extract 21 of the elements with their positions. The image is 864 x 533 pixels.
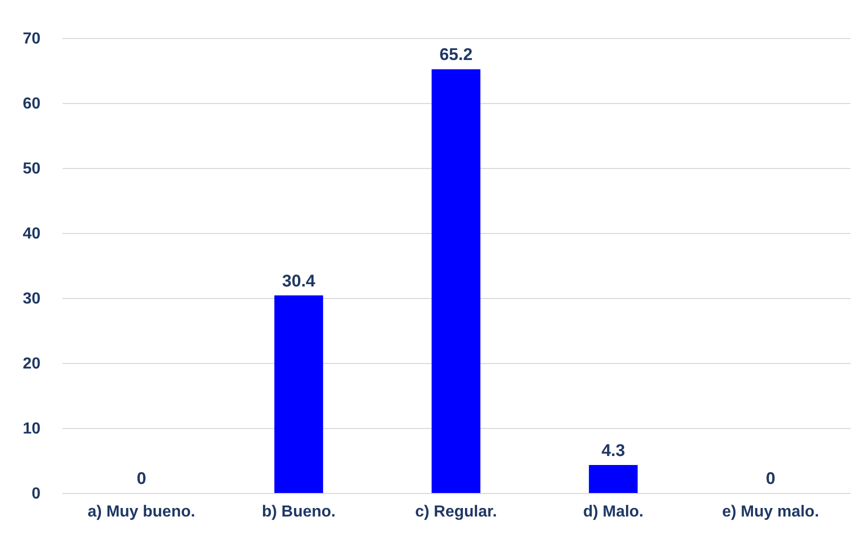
x-tick-label: b) Bueno. xyxy=(262,504,336,520)
data-label: 65.2 xyxy=(439,45,473,64)
data-label: 0 xyxy=(766,469,776,488)
data-label: 30.4 xyxy=(282,271,316,290)
x-tick-label: d) Malo. xyxy=(583,504,644,520)
y-tick-label: 20 xyxy=(22,356,41,372)
bar xyxy=(274,295,324,493)
x-tick-label: e) Muy malo. xyxy=(722,504,820,520)
data-label: 0 xyxy=(136,469,146,488)
x-tick-label: a) Muy bueno. xyxy=(88,504,196,520)
y-tick-label: 10 xyxy=(22,420,41,438)
y-tick-label: 70 xyxy=(22,30,41,48)
y-tick-label: 30 xyxy=(22,290,41,308)
y-tick-label: 50 xyxy=(22,160,41,178)
y-tick-label: 60 xyxy=(22,96,41,112)
y-tick-label: 40 xyxy=(22,226,41,242)
bar xyxy=(588,465,638,493)
y-tick-label: 0 xyxy=(32,486,41,502)
bar xyxy=(432,69,480,493)
data-label: 4.3 xyxy=(601,441,626,460)
x-tick-label: c) Regular. xyxy=(415,504,497,520)
